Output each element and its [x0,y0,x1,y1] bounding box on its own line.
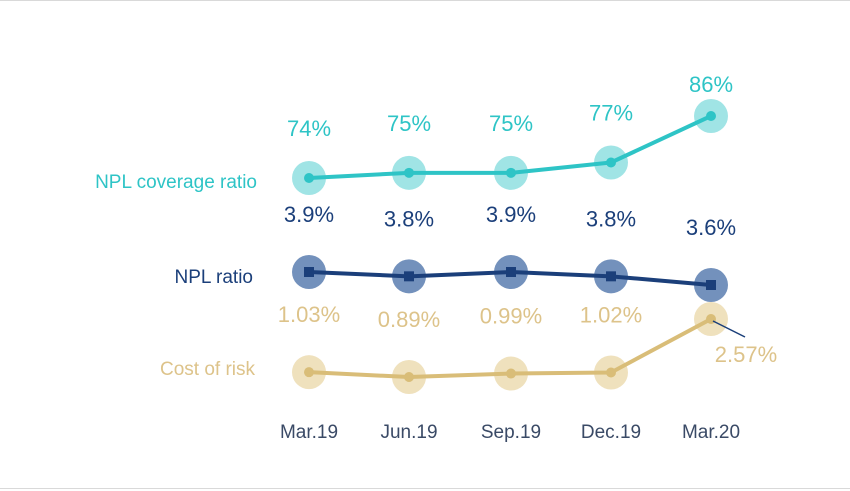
bottom-border [0,488,850,489]
npl-coverage-ratio-data-label-1: 75% [387,111,431,136]
x-tick-label-3: Dec.19 [581,422,641,443]
x-tick-label-0: Mar.19 [280,422,338,443]
npl-ratio-point-1 [404,271,414,282]
npl-ratio-point-3 [606,271,616,282]
npl-ratio-point-2 [506,267,516,277]
npl-coverage-ratio-point-1 [404,167,414,178]
x-tick-label-1: Jun.19 [380,422,437,443]
cost-of-risk-point-2 [506,368,516,379]
x-tick-label-2: Sep.19 [481,422,541,443]
cost-of-risk-data-label-3: 1.02% [580,303,642,328]
cost-of-risk-point-3 [606,367,616,378]
x-tick-label-4: Mar.20 [682,422,740,443]
npl-coverage-ratio-point-2 [506,167,516,178]
npl-ratio-data-label-4: 3.6% [686,215,736,240]
npl-ratio-data-label-3: 3.8% [586,206,636,231]
cost-of-risk-data-label-1: 0.89% [378,307,440,332]
cost-of-risk-data-label-0: 1.03% [278,302,340,327]
npl-coverage-ratio-data-label-3: 77% [589,101,633,126]
cost-of-risk-callout-leader [712,320,746,338]
npl-ratio-point-0 [304,267,314,277]
npl-coverage-ratio-data-label-2: 75% [489,111,533,136]
npl-ratio-data-label-0: 3.9% [284,202,334,227]
cost-of-risk-data-label-2: 0.99% [480,304,542,329]
npl-coverage-ratio-point-4 [706,111,716,121]
npl-ratio-point-4 [706,280,716,290]
npl-coverage-ratio-point-0 [304,173,314,183]
npl-coverage-ratio-data-label-4: 86% [689,72,733,97]
cost-of-risk-series-label: Cost of risk [160,359,256,380]
npl-coverage-ratio-data-label-0: 74% [287,116,331,141]
npl-coverage-ratio-point-3 [606,157,616,168]
cost-of-risk-point-1 [404,372,414,382]
npl-coverage-ratio-series-label: NPL coverage ratio [95,172,257,193]
npl-ratio-series-label: NPL ratio [175,267,254,288]
npl-ratio-data-label-1: 3.8% [384,206,434,231]
cost-of-risk-data-label-4: 2.57% [715,342,777,367]
npl-ratio-data-label-2: 3.9% [486,202,536,227]
cost-of-risk-point-0 [304,367,314,378]
top-border [0,0,850,1]
